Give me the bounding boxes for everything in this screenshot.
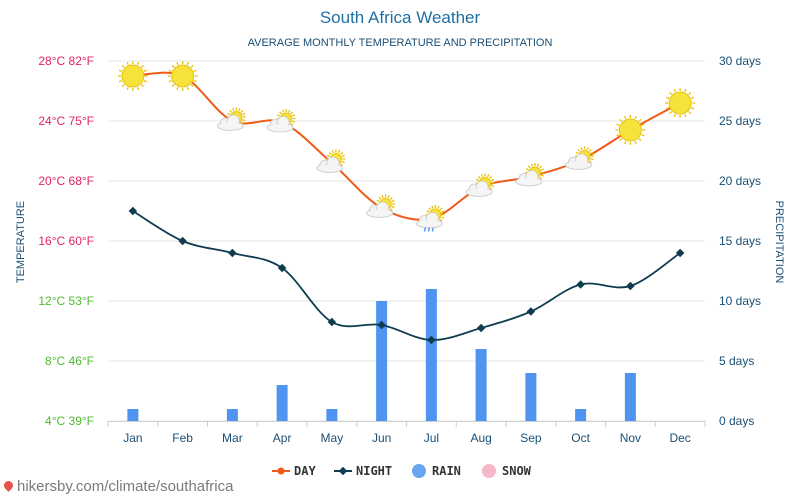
legend-rain[interactable]: RAIN [412, 464, 461, 478]
y-right-tick-label: 0 days [719, 414, 754, 428]
x-tick-label: Nov [620, 431, 641, 445]
rain-bar[interactable] [425, 289, 437, 421]
rain-bar[interactable] [376, 301, 388, 421]
legend-day-label: DAY [294, 464, 316, 478]
gridlines [107, 60, 706, 427]
y-right-tick-label: 20 days [719, 174, 761, 188]
y-left-tick-label: 4°C 39°F [45, 414, 94, 428]
legend-day-marker [277, 467, 285, 475]
legend-snow[interactable]: SNOW [482, 464, 532, 478]
night-point[interactable] [128, 206, 138, 216]
source-text: hikersby.com/climate/southafrica [17, 478, 234, 495]
y-right-tick-label: 10 days [719, 294, 761, 308]
sun-icon [665, 88, 696, 118]
y-left-tick-label: 20°C 68°F [38, 174, 94, 188]
y-left-tick-label: 8°C 46°F [45, 354, 94, 368]
right-axis-title: PRECIPITATION [773, 201, 785, 284]
rain-bar[interactable] [326, 409, 338, 421]
x-tick-label: Dec [669, 431, 690, 445]
rain-bar[interactable] [624, 373, 636, 421]
cloud-rain-icon [415, 205, 445, 232]
partly-cloudy-icon [565, 146, 595, 170]
legend-night[interactable]: NIGHT [334, 464, 392, 478]
x-tick-label: Oct [571, 431, 590, 445]
temperature-lines [128, 71, 685, 345]
legend-snow-marker [482, 464, 496, 478]
partly-cloudy-icon [366, 194, 396, 218]
night-point[interactable] [626, 281, 635, 291]
x-tick-label: Aug [470, 431, 491, 445]
rain-bar[interactable] [575, 409, 587, 421]
x-tick-label: Mar [222, 431, 243, 445]
y-left-tick-label: 16°C 60°F [38, 234, 94, 248]
rain-bar[interactable] [475, 349, 487, 421]
chart-subtitle: AVERAGE MONTHLY TEMPERATURE AND PRECIPIT… [248, 37, 553, 49]
legend-day[interactable]: DAY [272, 464, 316, 478]
night-point[interactable] [228, 248, 237, 258]
y-left-tick-label: 28°C 82°F [38, 54, 94, 68]
legend-rain-label: RAIN [432, 464, 461, 478]
partly-cloudy-icon [216, 107, 246, 131]
night-point[interactable] [277, 263, 287, 273]
x-tick-label: Jan [123, 431, 142, 445]
rain-bar[interactable] [226, 409, 238, 421]
rain-bar[interactable] [276, 385, 288, 421]
night-point[interactable] [377, 320, 386, 330]
weather-icons [117, 61, 696, 232]
x-tick-label: Sep [520, 431, 542, 445]
x-tick-label: Apr [273, 431, 292, 445]
left-axis-title: TEMPERATURE [15, 201, 27, 283]
rain-bar[interactable] [127, 409, 139, 421]
source-link[interactable]: hikersby.com/climate/southafrica [2, 478, 234, 495]
night-point[interactable] [576, 280, 585, 289]
rain-bars [127, 289, 636, 421]
legend-night-label: NIGHT [356, 464, 392, 478]
x-tick-label: Feb [172, 431, 193, 445]
chart-title: South Africa Weather [320, 8, 481, 27]
y-right-tick-label: 25 days [719, 114, 761, 128]
sun-icon [167, 61, 198, 91]
y-left-tick-label: 24°C 75°F [38, 114, 94, 128]
night-point[interactable] [327, 317, 337, 327]
partly-cloudy-icon [515, 163, 545, 187]
night-point[interactable] [427, 335, 436, 345]
location-pin-icon [2, 479, 15, 492]
x-tick-label: Jul [424, 431, 439, 445]
legend-night-marker [338, 466, 348, 476]
night-point[interactable] [178, 236, 187, 246]
legend-snow-label: SNOW [502, 464, 532, 478]
legend: DAY NIGHT RAIN SNOW [272, 464, 532, 478]
day-temperature-line [132, 71, 681, 221]
partly-cloudy-icon [465, 173, 495, 197]
x-tick-label: Jun [372, 431, 391, 445]
y-right-tick-label: 5 days [719, 354, 754, 368]
x-tick-label: May [321, 431, 344, 445]
partly-cloudy-icon [266, 109, 296, 133]
partly-cloudy-icon [316, 149, 346, 173]
sun-icon [615, 115, 646, 145]
night-point[interactable] [476, 323, 486, 333]
y-right-tick-label: 15 days [719, 234, 761, 248]
night-temperature-line [132, 210, 681, 341]
night-point[interactable] [526, 307, 536, 316]
legend-rain-marker [412, 464, 426, 478]
sun-icon [117, 61, 148, 91]
rain-bar[interactable] [525, 373, 537, 421]
y-right-tick-label: 30 days [719, 54, 761, 68]
axis-ticks: 4°C 39°F 0 days 8°C 46°F 5 days 12°C 53°F 10 … [38, 54, 761, 445]
y-left-tick-label: 12°C 53°F [38, 294, 94, 308]
